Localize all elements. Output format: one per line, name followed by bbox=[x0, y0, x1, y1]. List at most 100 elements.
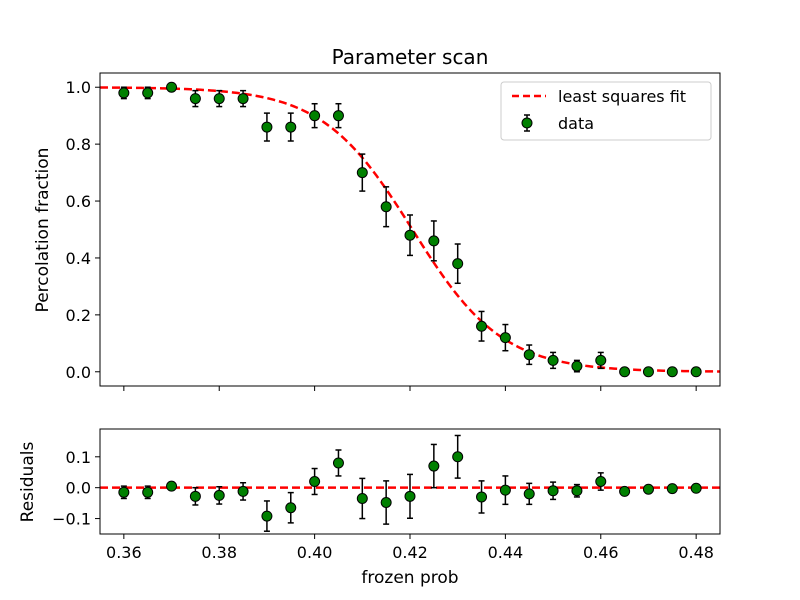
legend-frame bbox=[500, 81, 712, 141]
residuals-data-point bbox=[332, 449, 344, 477]
residuals-marker bbox=[213, 489, 225, 501]
residuals-data-point bbox=[476, 480, 488, 514]
residuals-data-point bbox=[499, 475, 511, 506]
main-data-point bbox=[285, 112, 297, 142]
residuals-plot-area: 0.36 0.38 0.40 0.42 0.44 0.46 0.48 −0.1 0.0 0.1 bbox=[52, 428, 721, 562]
main-data-point bbox=[523, 344, 535, 366]
main-data-point bbox=[619, 366, 631, 378]
main-data-point bbox=[261, 112, 273, 142]
main-marker bbox=[285, 121, 297, 133]
main-data-point bbox=[595, 351, 607, 370]
main-data-point bbox=[189, 89, 201, 108]
residuals-data-point bbox=[619, 485, 631, 497]
residuals-data-point bbox=[523, 482, 535, 506]
residuals-marker bbox=[189, 490, 201, 502]
residuals-x-tick-label: 0.40 bbox=[297, 543, 333, 562]
residuals-x-tick-label: 0.46 bbox=[583, 543, 619, 562]
main-chart-title: Parameter scan bbox=[332, 45, 489, 69]
legend: least squares fit data bbox=[500, 81, 712, 141]
main-y-tick-label: 0.8 bbox=[66, 135, 91, 154]
residuals-x-tick-label: 0.48 bbox=[678, 543, 714, 562]
main-data-point bbox=[690, 366, 702, 378]
residuals-data-point bbox=[213, 486, 225, 505]
main-marker bbox=[499, 332, 511, 344]
main-data-point bbox=[404, 214, 416, 257]
residuals-data-point bbox=[571, 483, 583, 498]
main-marker bbox=[237, 93, 249, 105]
residuals-data-point bbox=[118, 485, 130, 500]
main-marker bbox=[642, 366, 654, 378]
main-data-point bbox=[142, 86, 154, 100]
main-marker bbox=[142, 87, 154, 99]
residuals-y-tick-label: −0.1 bbox=[52, 510, 91, 529]
main-data-point bbox=[166, 81, 178, 93]
main-data-point bbox=[476, 310, 488, 342]
main-data-point bbox=[237, 89, 249, 108]
residuals-data-point bbox=[166, 480, 178, 492]
main-marker bbox=[309, 110, 321, 122]
legend-data-label: data bbox=[558, 114, 594, 133]
residuals-data-point bbox=[142, 485, 154, 500]
main-marker bbox=[356, 167, 368, 179]
residuals-marker bbox=[285, 502, 297, 514]
residuals-marker bbox=[547, 485, 559, 497]
residuals-marker bbox=[642, 483, 654, 495]
main-marker bbox=[595, 354, 607, 366]
main-marker bbox=[380, 201, 392, 213]
residuals-data-point bbox=[189, 486, 201, 506]
main-y-tick-label: 0.6 bbox=[66, 192, 91, 211]
residuals-marker bbox=[118, 486, 130, 498]
residuals-data-point bbox=[428, 443, 440, 489]
main-y-tick-label: 0.2 bbox=[66, 306, 91, 325]
residuals-marker bbox=[476, 491, 488, 503]
main-marker bbox=[571, 360, 583, 372]
main-marker bbox=[476, 320, 488, 332]
residuals-data-point bbox=[666, 483, 678, 495]
residuals-marker bbox=[690, 482, 702, 494]
main-data-point bbox=[452, 243, 464, 285]
residuals-marker bbox=[595, 476, 607, 487]
residuals-marker bbox=[666, 483, 678, 495]
legend-data-marker bbox=[521, 117, 533, 129]
main-data-point bbox=[547, 351, 559, 370]
main-data-point bbox=[332, 102, 344, 129]
main-data-point bbox=[428, 220, 440, 262]
main-marker bbox=[404, 229, 416, 241]
residuals-marker bbox=[166, 480, 178, 492]
residuals-data-point bbox=[595, 472, 607, 491]
residuals-y-axis-label: Residuals bbox=[18, 442, 38, 523]
residuals-marker bbox=[332, 457, 344, 469]
residuals-marker bbox=[499, 484, 511, 496]
residuals-marker bbox=[380, 497, 392, 508]
residuals-x-tick-label: 0.36 bbox=[106, 543, 142, 562]
residuals-x-tick-label: 0.38 bbox=[201, 543, 237, 562]
main-data-point bbox=[213, 89, 225, 108]
residuals-y-tick-label: 0.1 bbox=[66, 448, 91, 467]
residuals-data-point bbox=[309, 467, 321, 496]
main-marks bbox=[100, 81, 720, 378]
main-marker bbox=[332, 110, 344, 122]
main-marker bbox=[118, 87, 130, 99]
residuals-y-tick-label: 0.0 bbox=[66, 479, 91, 498]
main-marker bbox=[166, 81, 178, 93]
residuals-x-tick-label: 0.42 bbox=[392, 543, 428, 562]
main-y-tick-label: 0.0 bbox=[66, 363, 91, 382]
residuals-x-tick-label: 0.44 bbox=[488, 543, 524, 562]
residuals-marker bbox=[142, 486, 154, 498]
main-data-point bbox=[499, 323, 511, 352]
residuals-marker bbox=[309, 476, 321, 487]
main-marker bbox=[261, 121, 273, 133]
residuals-data-point bbox=[285, 491, 297, 524]
residuals-marker bbox=[404, 490, 416, 502]
residuals-data-point bbox=[261, 500, 273, 532]
residuals-marker bbox=[523, 488, 535, 500]
legend-fit-label: least squares fit bbox=[558, 87, 686, 106]
residuals-marker bbox=[428, 460, 440, 472]
main-marker bbox=[547, 354, 559, 366]
main-data-point bbox=[118, 86, 130, 100]
main-marker bbox=[690, 366, 702, 378]
main-data-point bbox=[642, 366, 654, 378]
main-data-point bbox=[571, 359, 583, 373]
residuals-data-point bbox=[380, 480, 392, 525]
residuals-marker bbox=[261, 510, 273, 522]
